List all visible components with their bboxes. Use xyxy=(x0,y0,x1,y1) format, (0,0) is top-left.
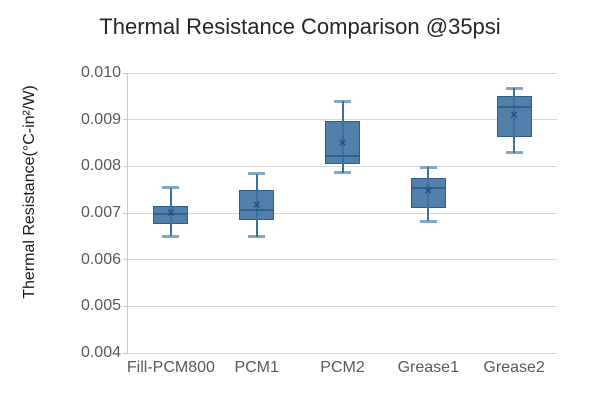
y-axis-tick-mark xyxy=(123,72,128,74)
whisker-cap-bottom xyxy=(419,219,437,223)
mean-marker-icon: × xyxy=(424,182,433,198)
median-line xyxy=(496,106,532,109)
whisker-cap-bottom xyxy=(334,171,351,175)
y-axis-tick-label: 0.009 xyxy=(80,110,121,128)
whisker-cap-bottom xyxy=(162,234,180,238)
y-axis-tick-label: 0.007 xyxy=(80,204,121,221)
y-axis-tick-label: 0.008 xyxy=(80,157,121,175)
mean-marker-icon: × xyxy=(510,106,518,122)
gridline xyxy=(128,72,557,74)
y-axis-tick-mark xyxy=(123,259,128,261)
gridline xyxy=(128,212,557,214)
y-axis-tick-mark xyxy=(123,212,128,214)
median-line xyxy=(153,212,189,215)
x-axis-category-label: PCM2 xyxy=(320,359,365,376)
x-axis-category-label: Grease2 xyxy=(483,359,545,376)
y-axis-tick-mark xyxy=(123,165,128,167)
median-line xyxy=(410,186,446,189)
mean-marker-icon: × xyxy=(338,135,347,151)
y-axis-line xyxy=(127,73,128,353)
whisker-line xyxy=(341,101,344,173)
whisker-line xyxy=(255,173,258,237)
x-axis-category-label: PCM1 xyxy=(234,359,279,376)
mean-marker-icon: × xyxy=(252,197,261,213)
gridline xyxy=(128,305,557,307)
y-axis-tick-label: 0.004 xyxy=(80,344,121,361)
y-axis-tick-mark xyxy=(123,352,128,354)
y-axis-tick-mark xyxy=(123,305,128,307)
y-axis-tick-label: 0.005 xyxy=(80,297,121,315)
whisker-line xyxy=(513,88,516,153)
whisker-cap-bottom xyxy=(248,235,266,239)
whisker-line xyxy=(427,167,430,222)
gridline xyxy=(128,352,557,354)
x-axis-category-label: Grease1 xyxy=(397,359,459,376)
whisker-cap-bottom xyxy=(505,151,523,155)
y-axis-tick-mark xyxy=(123,119,128,121)
mean-marker-icon: × xyxy=(167,205,175,221)
y-axis-tick-label: 0.010 xyxy=(80,64,121,81)
median-line xyxy=(325,155,360,158)
median-line xyxy=(239,209,275,212)
whisker-line xyxy=(169,187,172,237)
y-axis-tick-label: 0.006 xyxy=(80,250,121,268)
x-axis-category-label: Fill-PCM800 xyxy=(126,359,215,376)
gridline xyxy=(128,259,557,261)
chart-title: Thermal Resistance Comparison @35psi xyxy=(99,14,501,39)
